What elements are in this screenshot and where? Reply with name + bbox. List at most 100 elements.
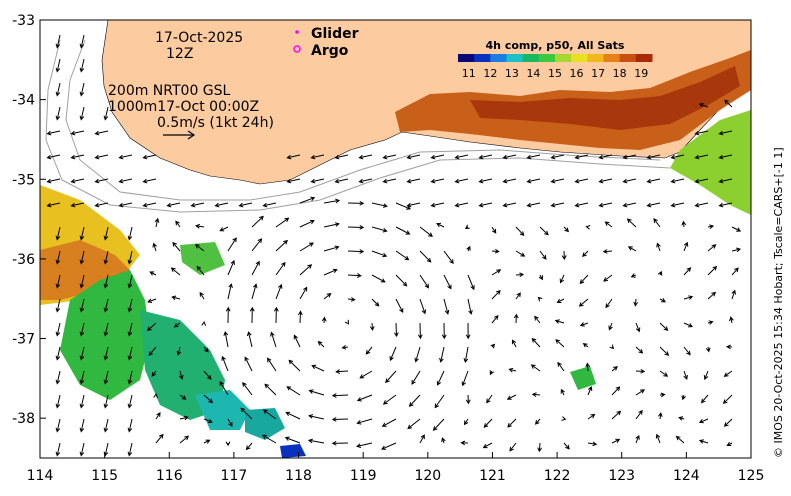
current-arrow <box>389 346 397 362</box>
current-arrow <box>142 202 157 208</box>
current-arrow <box>678 416 685 421</box>
current-arrow <box>443 274 452 290</box>
colorbar-ticks: 11 12 13 14 15 16 17 18 19 <box>462 67 648 80</box>
current-arrow <box>478 154 493 160</box>
current-arrow <box>436 370 445 386</box>
current-arrow <box>307 438 325 444</box>
current-arrow <box>70 178 85 184</box>
current-arrow <box>149 271 157 276</box>
current-arrow <box>526 202 541 208</box>
current-arrow <box>515 250 526 257</box>
current-arrow <box>467 274 475 291</box>
current-arrow <box>308 414 325 420</box>
current-arrow <box>626 218 637 228</box>
current-arrow <box>103 106 109 121</box>
current-arrow <box>491 269 502 276</box>
current-arrow <box>579 274 589 285</box>
current-arrow <box>251 283 258 300</box>
current-arrow <box>408 394 421 407</box>
current-arrow <box>358 154 373 160</box>
current-arrow <box>371 202 388 208</box>
current-arrow <box>515 292 521 300</box>
current-arrow <box>491 248 500 254</box>
current-arrow <box>579 322 589 327</box>
current-arrow <box>698 439 709 444</box>
current-arrow <box>718 178 733 184</box>
current-arrow <box>293 334 301 348</box>
current-arrow <box>356 442 373 448</box>
current-arrow <box>683 295 694 300</box>
current-arrow <box>127 370 133 385</box>
current-arrow <box>381 418 397 427</box>
current-arrow <box>646 154 661 160</box>
current-arrow <box>491 226 497 234</box>
current-arrow <box>598 178 613 184</box>
current-arrow <box>262 202 277 208</box>
current-arrow <box>724 99 733 108</box>
current-arrow <box>310 178 325 184</box>
current-arrow <box>635 322 641 333</box>
current-arrow <box>550 178 565 184</box>
current-arrow <box>225 441 231 447</box>
current-arrow <box>94 154 109 160</box>
current-arrow <box>223 330 229 348</box>
current-arrow <box>358 178 373 184</box>
current-arrow <box>103 370 109 385</box>
current-arrow <box>79 106 85 121</box>
current-arrow <box>432 418 445 431</box>
current-arrow <box>574 202 589 208</box>
colorbar-cell <box>474 54 491 62</box>
current-arrow <box>585 225 591 230</box>
current-arrow <box>273 306 279 324</box>
current-arrow <box>371 298 380 307</box>
current-arrow <box>275 283 283 300</box>
current-arrow <box>79 226 85 241</box>
x-tick-label: 116 <box>156 468 183 484</box>
current-arrow <box>127 322 133 337</box>
colorbar-tick-label: 12 <box>483 67 497 80</box>
x-tick-label: 124 <box>673 468 700 484</box>
current-arrow <box>264 383 277 396</box>
current-arrow <box>526 178 541 184</box>
current-arrow <box>261 434 277 444</box>
current-arrow <box>286 386 301 396</box>
current-arrow <box>460 440 469 446</box>
current-arrow <box>267 357 277 372</box>
current-arrow <box>152 242 157 252</box>
current-arrow <box>430 202 445 208</box>
current-arrow <box>118 178 133 184</box>
current-arrow <box>371 250 388 258</box>
current-arrow <box>311 364 325 372</box>
current-arrow <box>347 249 365 254</box>
current-arrow <box>722 394 733 405</box>
y-axis: -33 -34 -35 -36 -37 -38 <box>12 13 46 427</box>
current-arrow <box>70 130 85 136</box>
current-arrow <box>513 313 519 324</box>
current-arrow <box>227 259 235 276</box>
current-arrow <box>70 154 85 160</box>
current-arrow <box>79 370 85 385</box>
credit-text: © IMOS 20-Oct-2025 15:34 Hobart; Tscale=… <box>772 147 785 458</box>
current-arrow <box>127 298 133 313</box>
current-arrow <box>731 267 739 276</box>
current-arrow <box>127 442 133 457</box>
current-arrow <box>103 298 109 313</box>
current-arrow <box>489 370 494 376</box>
current-arrow <box>627 246 637 252</box>
current-arrow <box>604 221 613 228</box>
current-arrow <box>46 130 61 136</box>
colorbar-tick-label: 19 <box>634 67 648 80</box>
current-arrow <box>635 434 640 444</box>
y-tick-label: -34 <box>12 93 35 109</box>
current-arrow <box>344 319 350 325</box>
current-arrow <box>203 394 214 404</box>
current-arrow <box>55 298 61 313</box>
current-arrow <box>703 370 709 381</box>
current-arrow <box>414 346 421 363</box>
argo-symbol <box>293 45 301 53</box>
current-arrow <box>635 368 646 374</box>
current-arrow <box>465 394 471 405</box>
current-arrow <box>173 322 181 328</box>
current-arrow <box>55 106 61 121</box>
